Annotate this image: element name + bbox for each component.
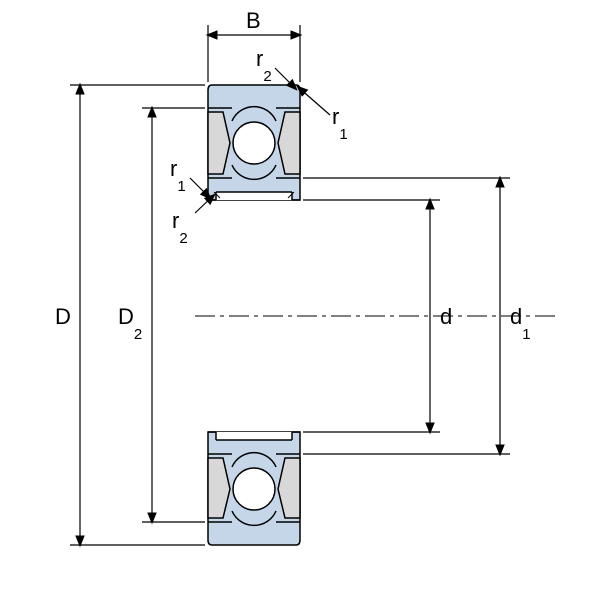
leader-r2-inner: r2 [172,195,214,247]
bearing-diagram: B D D2 d d1 r1 r2 r1 [0,0,600,600]
dim-B: B [208,8,300,82]
label-r2-outer: r2 [256,46,272,85]
leader-r2-outer: r2 [256,46,296,89]
leader-r1-outer: r1 [298,87,348,143]
dim-D2: D2 [118,108,205,522]
label-r1-inner: r1 [170,156,186,195]
bearing-top-section [208,85,300,200]
label-d1: d1 [510,304,531,343]
bearing-bottom-section [208,432,300,545]
label-B: B [246,8,261,33]
label-D: D [55,304,71,329]
leader-r1-inner: r1 [170,156,210,198]
label-D2: D2 [118,304,142,343]
label-d: d [440,304,452,329]
label-r1-outer: r1 [332,104,348,143]
label-r2-inner: r2 [172,208,188,247]
